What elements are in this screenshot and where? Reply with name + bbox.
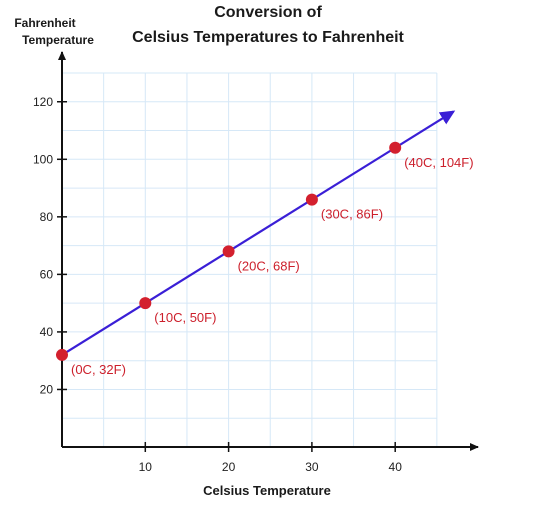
x-tick-label: 30 xyxy=(305,460,319,474)
data-point xyxy=(223,245,235,257)
data-point xyxy=(389,142,401,154)
chart-title-line1: Conversion of xyxy=(214,4,322,21)
ticks: 20 40 60 80 100 120 10 20 30 40 xyxy=(33,95,402,474)
x-axis-title: Celsius Temperature xyxy=(203,483,331,498)
x-tick-label: 10 xyxy=(139,460,153,474)
y-axis-title-line1: Fahrenheit xyxy=(14,16,75,30)
series: (0C, 32F) (10C, 50F) (20C, 68F) (30C, 86F) (… xyxy=(56,112,474,377)
data-point-label: (30C, 86F) xyxy=(321,207,383,222)
y-tick-label: 20 xyxy=(40,382,54,396)
chart-title-line2: Celsius Temperatures to Fahrenheit xyxy=(132,29,404,46)
x-tick-label: 20 xyxy=(222,460,236,474)
y-axis-title-line2: Temperature xyxy=(22,33,94,47)
x-tick-label: 40 xyxy=(389,460,403,474)
data-point-label: (10C, 50F) xyxy=(154,310,216,325)
data-point-label: (40C, 104F) xyxy=(404,155,473,170)
y-tick-label: 120 xyxy=(33,95,53,109)
data-point xyxy=(56,349,68,361)
data-point-label: (0C, 32F) xyxy=(71,362,126,377)
data-point xyxy=(139,297,151,309)
y-tick-label: 100 xyxy=(33,152,53,166)
y-tick-label: 40 xyxy=(40,325,54,339)
y-tick-label: 80 xyxy=(40,210,54,224)
data-point-label: (20C, 68F) xyxy=(238,258,300,273)
data-point xyxy=(306,194,318,206)
y-tick-label: 60 xyxy=(40,267,54,281)
